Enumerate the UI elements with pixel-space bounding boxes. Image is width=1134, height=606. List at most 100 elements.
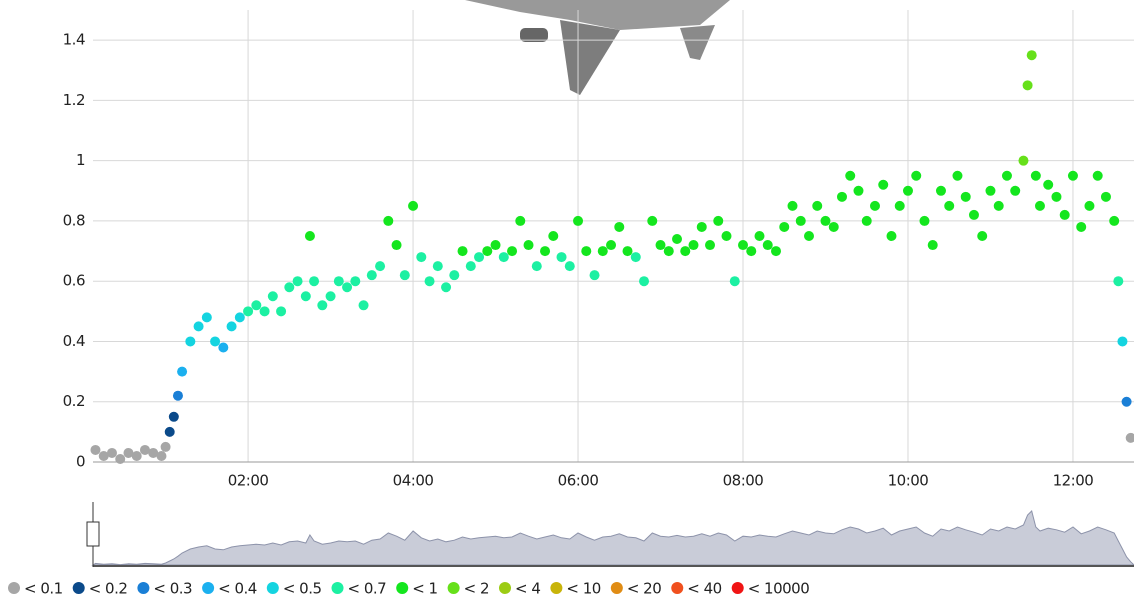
data-point (1023, 80, 1033, 90)
data-point (400, 270, 410, 280)
data-point (680, 246, 690, 256)
data-point (392, 240, 402, 250)
data-point (1109, 216, 1119, 226)
data-point (194, 321, 204, 331)
data-point (598, 246, 608, 256)
data-point (722, 231, 732, 241)
data-point (301, 291, 311, 301)
data-point (251, 300, 261, 310)
data-point (755, 231, 765, 241)
data-point (305, 231, 315, 241)
legend-label: < 0.2 (89, 580, 128, 598)
airplane-decoration (465, 0, 730, 95)
data-point (713, 216, 723, 226)
data-point (961, 192, 971, 202)
data-point (458, 246, 468, 256)
data-point (342, 282, 352, 292)
data-point (985, 186, 995, 196)
data-point (837, 192, 847, 202)
x-tick-label: 12:00 (1053, 472, 1094, 490)
data-point (449, 270, 459, 280)
data-point (90, 445, 100, 455)
chart: 00.20.40.60.811.21.402:0004:0006:0008:00… (0, 0, 1134, 606)
data-point (1010, 186, 1020, 196)
data-point (284, 282, 294, 292)
data-point (1084, 201, 1094, 211)
data-point (334, 276, 344, 286)
legend-label: < 4 (515, 580, 540, 598)
data-point (590, 270, 600, 280)
data-point (647, 216, 657, 226)
data-point (532, 261, 542, 271)
navigator-handle[interactable] (87, 522, 99, 546)
data-point (919, 216, 929, 226)
x-tick-label: 06:00 (558, 472, 599, 490)
x-tick-label: 10:00 (888, 472, 929, 490)
data-point (656, 240, 666, 250)
legend-label: < 20 (627, 580, 661, 598)
data-point (507, 246, 517, 256)
data-point (886, 231, 896, 241)
y-tick-label: 1.2 (63, 91, 85, 109)
legend-swatch (550, 582, 562, 594)
data-point (1060, 210, 1070, 220)
data-point (928, 240, 938, 250)
data-point (1031, 171, 1041, 181)
data-point (466, 261, 476, 271)
data-point (433, 261, 443, 271)
data-point (524, 240, 534, 250)
legend-label: < 0.1 (24, 580, 63, 598)
data-point (540, 246, 550, 256)
data-point (425, 276, 435, 286)
legend-swatch (732, 582, 744, 594)
data-point (185, 336, 195, 346)
legend-swatch (73, 582, 85, 594)
data-point (350, 276, 360, 286)
data-point (1122, 397, 1132, 407)
data-point (235, 312, 245, 322)
data-point (375, 261, 385, 271)
data-point (820, 216, 830, 226)
legend-label: < 0.3 (153, 580, 192, 598)
y-tick-label: 1 (76, 151, 85, 169)
data-point (944, 201, 954, 211)
legend-swatch (448, 582, 460, 594)
y-tick-label: 1.4 (63, 31, 85, 49)
data-point (763, 240, 773, 250)
data-point (829, 222, 839, 232)
data-point (581, 246, 591, 256)
data-point (177, 367, 187, 377)
data-point (202, 312, 212, 322)
legend-swatch (332, 582, 344, 594)
data-point (309, 276, 319, 286)
x-tick-label: 02:00 (228, 472, 269, 490)
data-point (631, 252, 641, 262)
data-point (1051, 192, 1061, 202)
data-point (936, 186, 946, 196)
data-point (218, 342, 228, 352)
data-point (664, 246, 674, 256)
data-point (1068, 171, 1078, 181)
data-point (383, 216, 393, 226)
data-point (161, 442, 171, 452)
data-point (1093, 171, 1103, 181)
legend-label: < 1 (412, 580, 437, 598)
y-tick-label: 0.4 (63, 332, 85, 350)
data-point (862, 216, 872, 226)
data-point (573, 216, 583, 226)
data-point (623, 246, 633, 256)
data-point (293, 276, 303, 286)
data-point (156, 451, 166, 461)
navigator-area (93, 511, 1134, 565)
data-point (1018, 156, 1028, 166)
data-point (268, 291, 278, 301)
data-point (499, 252, 509, 262)
legend-label: < 0.5 (283, 580, 322, 598)
data-point (994, 201, 1004, 211)
legend-swatch (8, 582, 20, 594)
data-point (210, 336, 220, 346)
data-point (1027, 50, 1037, 60)
legend-label: < 10000 (748, 580, 810, 598)
data-point (812, 201, 822, 211)
legend-label: < 0.4 (218, 580, 257, 598)
